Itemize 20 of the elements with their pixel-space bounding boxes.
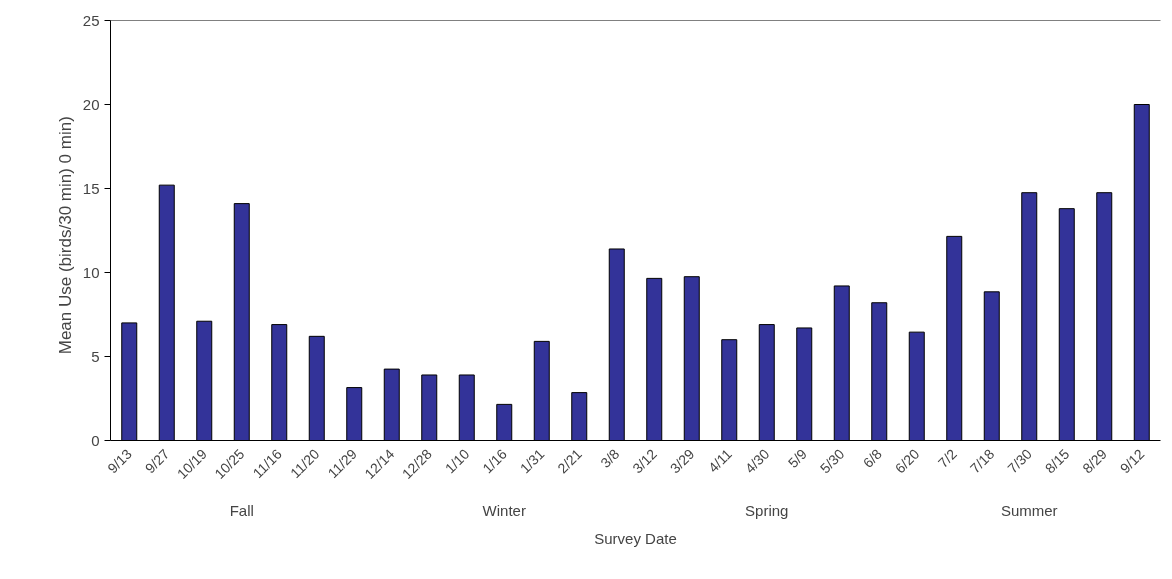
text: Winter	[482, 502, 526, 520]
text: Fall	[229, 502, 254, 520]
y-tick-label: 20	[82, 95, 100, 113]
x-tick-label: 6/8	[859, 445, 886, 471]
y-tick-label: 0	[91, 431, 100, 449]
y-tick-label: 15	[82, 179, 100, 197]
x-tick-label: 3/29	[666, 445, 698, 477]
x-tick-label: 7/30	[1004, 445, 1036, 477]
text: Summer	[1000, 502, 1058, 520]
x-tick-label: 4/11	[705, 445, 736, 476]
y-tick-label: 5	[91, 347, 100, 365]
x-tick-label: 7/2	[934, 445, 961, 471]
x-tick-label: 8/29	[1079, 445, 1111, 477]
y-axis-title: Mean Use (birds/30 min) 0 min)	[55, 116, 75, 355]
x-axis-title: Survey Date	[594, 529, 677, 547]
y-tick-label: 25	[82, 11, 100, 29]
text: Spring	[745, 502, 789, 520]
x-tick-label: 3/8	[597, 445, 623, 471]
y-tick-label: 10	[82, 263, 100, 281]
x-tick-label: 5/9	[784, 445, 811, 471]
